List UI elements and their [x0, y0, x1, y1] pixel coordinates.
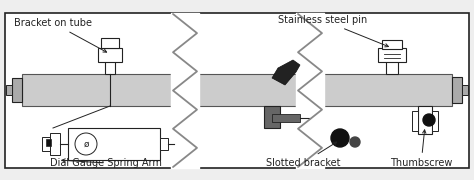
Polygon shape [272, 60, 300, 85]
Bar [264, 106, 280, 128]
Text: Thumbscrew: Thumbscrew [390, 130, 452, 168]
Circle shape [350, 137, 360, 147]
Bar [42, 137, 50, 151]
Text: ø: ø [83, 140, 89, 148]
Text: Dial Gauge Spring Arm: Dial Gauge Spring Arm [50, 158, 162, 168]
Bar [22, 74, 452, 106]
Bar [272, 114, 300, 122]
Circle shape [423, 114, 435, 126]
Bar [418, 106, 432, 134]
Bar [378, 48, 406, 62]
Bar [46, 139, 51, 146]
Bar [50, 133, 60, 155]
Bar [6, 85, 12, 95]
Bar [386, 56, 398, 74]
Bar [412, 111, 418, 131]
Bar [160, 138, 168, 150]
Bar [98, 48, 122, 62]
Bar [432, 111, 438, 131]
Circle shape [331, 129, 349, 147]
Text: Slotted bracket: Slotted bracket [266, 142, 340, 168]
Bar [105, 56, 115, 74]
Text: Bracket on tube: Bracket on tube [14, 18, 107, 52]
Circle shape [75, 133, 97, 155]
Text: Stainless steel pin: Stainless steel pin [278, 15, 388, 47]
Bar [12, 78, 22, 102]
Bar [452, 77, 462, 103]
Bar [462, 85, 468, 95]
Bar [101, 38, 119, 48]
Bar [5, 13, 469, 168]
Bar [68, 128, 160, 160]
Bar [382, 40, 402, 49]
